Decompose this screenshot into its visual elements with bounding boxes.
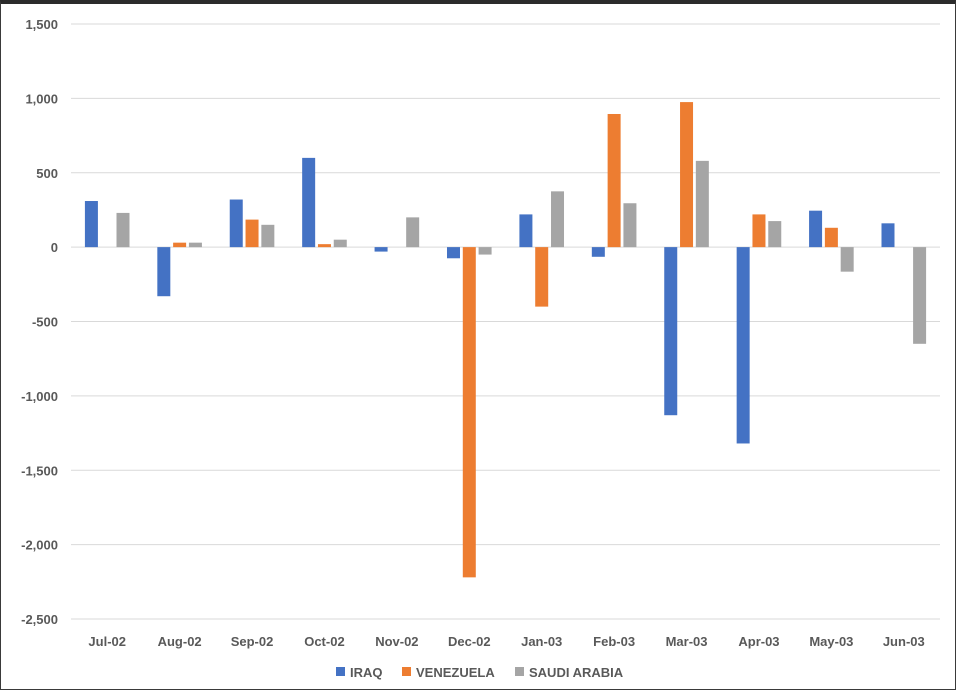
bar-saudi-arabia-mar-03 xyxy=(695,160,709,248)
legend-swatch xyxy=(336,667,345,676)
bars xyxy=(84,102,927,578)
bar-venezuela-may-03 xyxy=(824,227,838,248)
bar-venezuela-mar-03 xyxy=(680,102,694,248)
bar-saudi-arabia-jun-03 xyxy=(913,247,927,344)
bar-iraq-dec-02 xyxy=(446,247,460,259)
bar-venezuela-feb-03 xyxy=(607,113,621,248)
bar-iraq-apr-03 xyxy=(736,247,750,444)
bar-iraq-nov-02 xyxy=(374,247,388,252)
y-tick-label: -1,500 xyxy=(21,463,58,478)
bar-venezuela-jan-03 xyxy=(535,247,549,307)
x-tick-label: Jan-03 xyxy=(521,634,562,649)
x-tick-label: Jun-03 xyxy=(883,634,925,649)
x-tick-label: Aug-02 xyxy=(158,634,202,649)
x-tick-label: Dec-02 xyxy=(448,634,491,649)
legend-label: SAUDI ARABIA xyxy=(529,665,624,680)
x-tick-label: Apr-03 xyxy=(738,634,779,649)
legend-label: IRAQ xyxy=(350,665,383,680)
y-tick-label: 1,500 xyxy=(25,17,58,32)
bar-venezuela-apr-03 xyxy=(752,214,766,248)
bar-saudi-arabia-oct-02 xyxy=(333,239,347,248)
bar-saudi-arabia-apr-03 xyxy=(768,221,782,248)
legend-swatch xyxy=(402,667,411,676)
legend-label: VENEZUELA xyxy=(416,665,495,680)
x-axis: Jul-02 Aug-02 Sep-02 Oct-02 Nov-02 Dec-02 Jan-… xyxy=(88,634,924,649)
y-tick-label: 500 xyxy=(36,166,58,181)
x-tick-label: Sep-02 xyxy=(231,634,274,649)
x-tick-label: Feb-03 xyxy=(593,634,635,649)
x-tick-label: Mar-03 xyxy=(666,634,708,649)
x-tick-label: Nov-02 xyxy=(375,634,418,649)
bar-iraq-may-03 xyxy=(809,210,823,248)
bar-saudi-arabia-aug-02 xyxy=(188,242,202,248)
legend-swatch xyxy=(515,667,524,676)
bar-iraq-jan-03 xyxy=(519,214,533,248)
y-tick-label: 1,000 xyxy=(25,91,58,106)
gridlines xyxy=(71,23,940,620)
bar-saudi-arabia-nov-02 xyxy=(406,217,420,248)
bar-saudi-arabia-sep-02 xyxy=(261,224,275,248)
bar-saudi-arabia-jul-02 xyxy=(116,212,130,248)
y-tick-label: -500 xyxy=(32,315,58,330)
bar-venezuela-aug-02 xyxy=(173,242,187,248)
x-tick-label: May-03 xyxy=(809,634,853,649)
y-axis: 1,500 1,000 500 0 -500 -1,000 -1,500 -2,000 -2,5… xyxy=(21,17,58,627)
bar-iraq-mar-03 xyxy=(664,247,678,416)
bar-venezuela-oct-02 xyxy=(317,244,331,248)
x-tick-label: Jul-02 xyxy=(88,634,126,649)
legend: IRAQ VENEZUELA SAUDI ARABIA xyxy=(336,665,624,680)
bar-iraq-aug-02 xyxy=(157,247,171,297)
bar-iraq-jun-03 xyxy=(881,223,895,248)
x-tick-label: Oct-02 xyxy=(304,634,344,649)
bar-iraq-sep-02 xyxy=(229,199,243,248)
bar-saudi-arabia-dec-02 xyxy=(478,247,492,255)
bar-venezuela-dec-02 xyxy=(462,247,476,578)
bar-saudi-arabia-may-03 xyxy=(840,247,854,272)
y-tick-label: 0 xyxy=(51,240,58,255)
bar-saudi-arabia-jan-03 xyxy=(551,191,565,248)
bar-iraq-jul-02 xyxy=(84,201,98,248)
bar-saudi-arabia-feb-03 xyxy=(623,203,637,248)
y-tick-label: -2,500 xyxy=(21,612,58,627)
y-tick-label: -2,000 xyxy=(21,538,58,553)
bar-iraq-oct-02 xyxy=(302,157,316,248)
y-tick-label: -1,000 xyxy=(21,389,58,404)
bar-venezuela-sep-02 xyxy=(245,219,259,248)
bar-iraq-feb-03 xyxy=(591,247,605,257)
